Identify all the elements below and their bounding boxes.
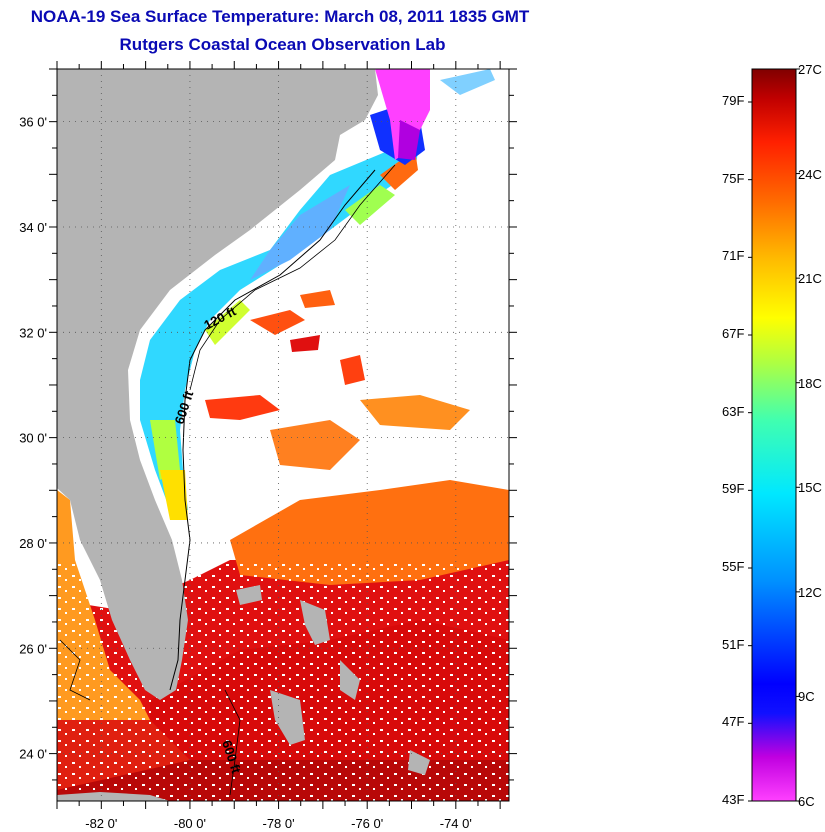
lat-label: 28 0': [19, 536, 47, 551]
colorbar-fahrenheit-label: 51F: [722, 636, 745, 652]
colorbar-celsius-label: 21C: [798, 271, 822, 287]
lon-label: -74 0': [440, 816, 472, 831]
colorbar-fahrenheit-label: 47F: [722, 714, 745, 730]
lat-label: 34 0': [19, 220, 47, 235]
lon-label: -82 0': [85, 816, 117, 831]
land-mass: [57, 69, 378, 700]
lat-label: 30 0': [19, 431, 47, 446]
colorbar-fahrenheit-label: 67F: [722, 326, 745, 341]
colorbar-fahrenheit-label: 71F: [722, 248, 745, 264]
colorbar-fahrenheit-label: 59F: [722, 481, 745, 497]
map-title: NOAA-19 Sea Surface Temperature: March 0…: [30, 7, 530, 26]
graticule: [57, 69, 509, 801]
colorbar-celsius-label: 24C: [798, 166, 822, 182]
lat-label: 36 0': [19, 115, 47, 130]
sst-field: [57, 69, 509, 801]
colorbar-celsius-label: 12C: [798, 584, 822, 600]
colorbar-fahrenheit-label: 63F: [722, 403, 745, 419]
lat-label: 24 0': [19, 747, 47, 762]
longitude-labels: -82 0' -80 0' -78 0' -76 0' -74 0': [56, 61, 501, 831]
latitude-labels: 36 0' 34 0' 32 0' 30 0' 28 0' 26 0' 24 0': [19, 68, 517, 781]
colorbar-celsius-label: 6C: [798, 794, 815, 809]
colorbar: [751, 68, 797, 802]
colorbar-celsius-label: 15C: [798, 480, 822, 496]
colorbar-fahrenheit-label: 43F: [722, 792, 745, 807]
colorbar-celsius-label: 27C: [798, 62, 822, 77]
lat-label: 32 0': [19, 325, 47, 340]
colorbar-fahrenheit-label: 79F: [722, 93, 745, 108]
colorbar-fahrenheit-label: 75F: [722, 170, 745, 186]
lon-label: -76 0': [351, 816, 383, 831]
lat-label: 26 0': [19, 641, 47, 656]
lon-label: -80 0': [174, 816, 206, 831]
colorbar-ticks: [748, 68, 800, 802]
colorbar-fahrenheit-label: 55F: [722, 559, 745, 574]
lon-label: -78 0': [263, 816, 295, 831]
colorbar-celsius-label: 9C: [798, 689, 815, 705]
colorbar-celsius-label: 18C: [798, 375, 822, 391]
map-subtitle: Rutgers Coastal Ocean Observation Lab: [119, 35, 446, 54]
